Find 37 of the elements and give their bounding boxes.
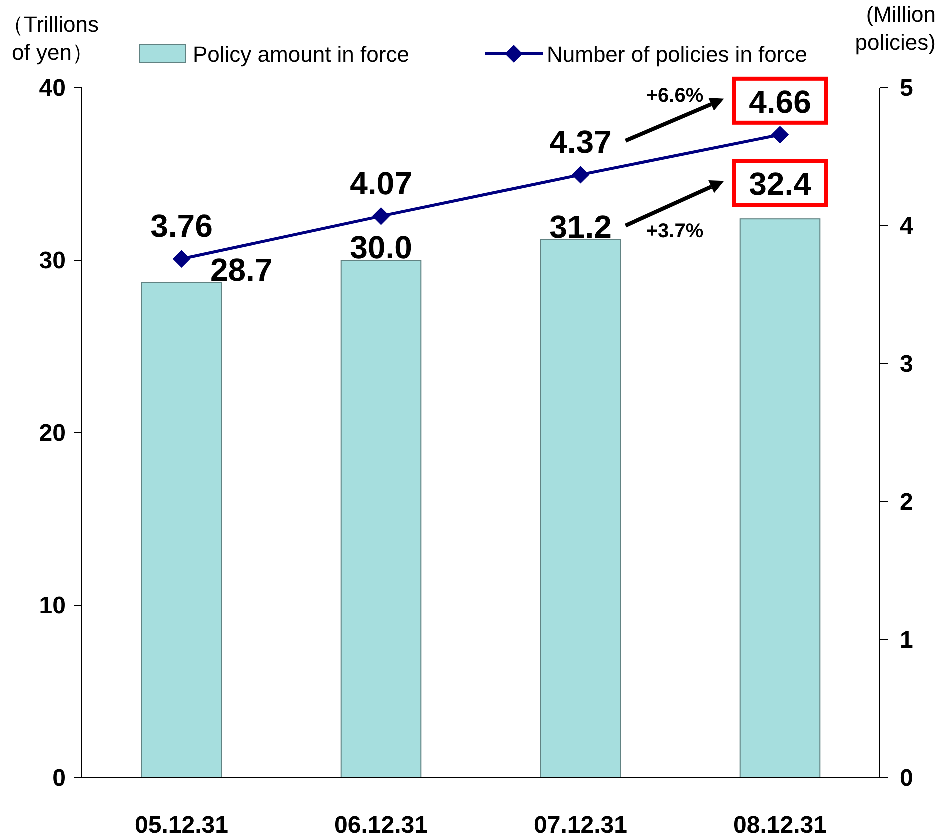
data-label: 31.2 xyxy=(550,208,612,245)
legend-label: Policy amount in force xyxy=(193,42,410,67)
y2-axis-title: (Million policies) xyxy=(855,2,936,55)
point xyxy=(372,207,390,226)
data-label: 32.4 xyxy=(749,166,812,202)
point xyxy=(572,166,590,184)
x-tick-label: 05.12.31 xyxy=(135,812,228,839)
y-tick-label: 30 xyxy=(39,248,66,274)
data-label: 4.66 xyxy=(749,84,812,120)
legend-label: Number of policies in force xyxy=(547,42,808,67)
y-axis-title: （Trillions of yen） xyxy=(2,12,99,65)
y2-tick-label: 3 xyxy=(900,351,914,378)
y2-tick-label: 1 xyxy=(900,627,914,654)
y-tick-label: 40 xyxy=(39,75,66,102)
data-label: 4.07 xyxy=(350,165,412,202)
data-label: 3.76 xyxy=(150,208,213,244)
bar xyxy=(141,282,222,778)
x-tick-label: 07.12.31 xyxy=(534,812,628,839)
bar xyxy=(540,239,622,778)
data-label: 28.7 xyxy=(210,252,273,288)
point xyxy=(771,126,790,144)
data-label: 4.37 xyxy=(550,124,612,160)
annotation: +3.7% xyxy=(646,220,704,242)
annotation: +6.6% xyxy=(646,84,704,107)
y-tick-label: 20 xyxy=(39,420,66,447)
x-tick-label: 06.12.31 xyxy=(334,812,428,839)
y2-tick-label: 0 xyxy=(900,765,914,792)
y2-tick-label: 4 xyxy=(900,213,914,240)
y2-tick-label: 5 xyxy=(900,75,914,102)
x-tick-label: 08.12.31 xyxy=(734,812,827,839)
point xyxy=(172,250,191,268)
y-tick-label: 0 xyxy=(52,765,66,792)
bar xyxy=(740,218,821,778)
data-label: 30.0 xyxy=(350,230,412,266)
y-tick-label: 10 xyxy=(39,592,66,620)
y2-tick-label: 2 xyxy=(900,489,914,516)
bar xyxy=(340,260,422,778)
